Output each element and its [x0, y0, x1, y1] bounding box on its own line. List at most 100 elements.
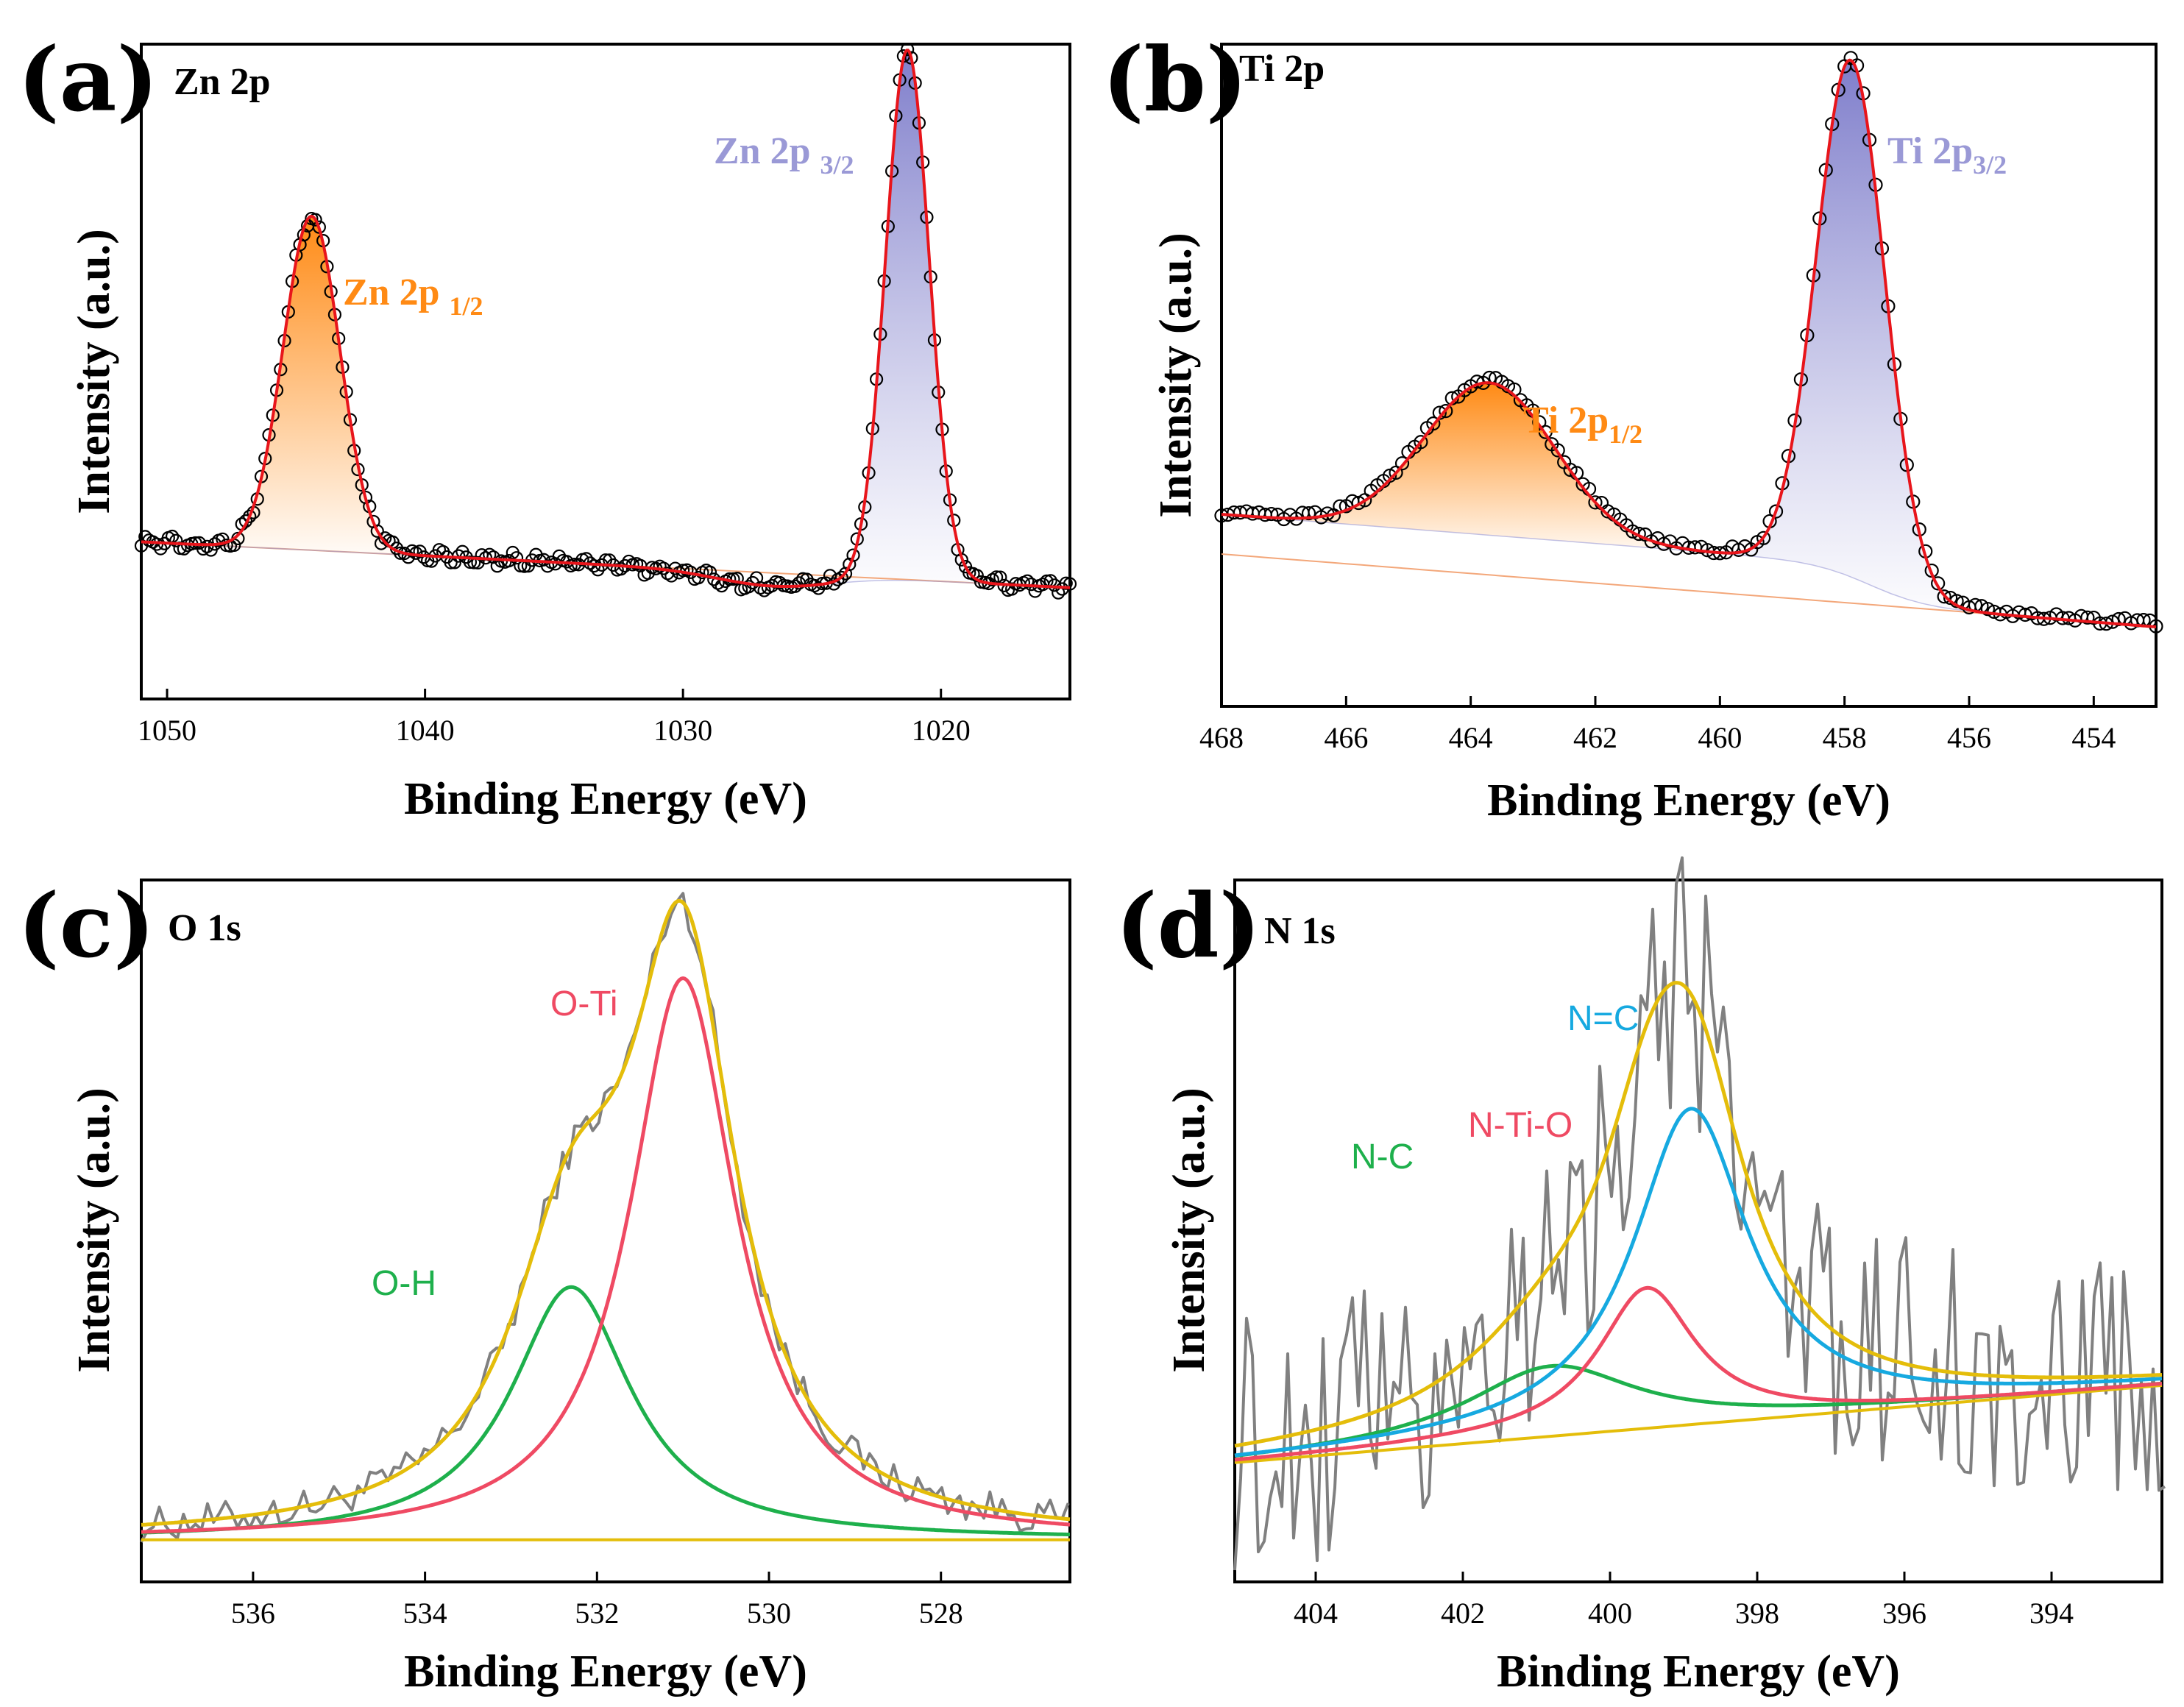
envelope-d [1234, 981, 2163, 1448]
component-c-O-Ti [141, 976, 1071, 1534]
panel-d-tick-label: 394 [2029, 1597, 2074, 1630]
peak-label-zn-2p-3-2: Zn 2p 3/2 [714, 130, 854, 180]
panel-a-tick-label: 1050 [138, 714, 196, 747]
data-point [1538, 425, 1553, 439]
baseline-d [1234, 1383, 2163, 1464]
raw-data-d [1233, 856, 2166, 1571]
envelope-c [141, 898, 1071, 1527]
panel-b-xlabel: Binding Energy (eV) [1487, 776, 1890, 826]
panel-d-letter: (d) [1116, 874, 1261, 978]
panel-a-frame [140, 43, 1071, 700]
data-point [1931, 576, 1946, 591]
panel-b-tick-label: 466 [1324, 721, 1368, 754]
panel-b-frame [1220, 43, 2158, 708]
panel-b-tick-label: 468 [1199, 721, 1244, 754]
panel-b-plot: 468 466 464 462 460 458 456 454 [1199, 51, 2163, 754]
component-d-N=C [1234, 1107, 2163, 1458]
peak-area-b-0 [1227, 383, 1751, 556]
fit-curve-b [1221, 58, 2157, 628]
data-point [1439, 404, 1453, 419]
data-point [370, 524, 384, 538]
data-point [308, 213, 322, 227]
data-point [200, 539, 214, 553]
data-point [1301, 505, 1316, 521]
panel-b: (b) Ti 2p 468 466 464 462 460 458 456 454 Ti 2p… [1102, 28, 2163, 826]
data-point [985, 572, 999, 587]
component-label-o-ti: O-Ti [550, 984, 618, 1023]
data-point [773, 575, 787, 590]
data-point [843, 557, 857, 572]
panel-a-plot: 1050 1040 1030 1020 [134, 43, 1077, 747]
data-point [1394, 456, 1410, 471]
panel-b-tick-label: 456 [1947, 721, 1991, 754]
panel-a-tick-label: 1020 [912, 714, 971, 747]
panel-b-ylabel: Intensity (a.u.) [1151, 233, 1201, 518]
panel-c-tick-label: 534 [403, 1597, 447, 1630]
panel-d-tick-label: 398 [1735, 1597, 1779, 1630]
panel-b-tick-label: 454 [2071, 721, 2116, 754]
fit-curve-a [141, 49, 1071, 589]
panel-b-tick-label: 462 [1573, 721, 1617, 754]
panel-a-tick-label: 1030 [653, 714, 712, 747]
panel-a-ylabel: Intensity (a.u.) [69, 229, 119, 514]
data-point [509, 551, 524, 565]
component-d-N-Ti-O [1234, 1285, 2163, 1462]
panel-c-letter: (c) [18, 874, 155, 978]
peak-label-ti-2p-3-2: Ti 2p3/2 [1887, 130, 2007, 180]
data-point [1532, 415, 1547, 430]
data-point [1426, 416, 1441, 431]
data-point [1264, 506, 1279, 522]
peak-label-zn-2p-1-2: Zn 2p 1/2 [343, 272, 483, 321]
panel-c-xlabel: Binding Energy (eV) [404, 1647, 807, 1697]
data-point [1550, 443, 1565, 458]
panel-d-tick-label: 396 [1882, 1597, 1926, 1630]
data-point [1980, 602, 1995, 617]
panel-d-xlabel: Binding Energy (eV) [1497, 1647, 1900, 1697]
raw-data-c [140, 892, 1070, 1543]
component-label-n-ti-o: N-Ti-O [1468, 1106, 1573, 1145]
data-point [1414, 435, 1428, 450]
data-point [1756, 530, 1771, 545]
peak-area-a-0 [198, 216, 425, 556]
panel-c-plot: 536 534 532 530 528 [140, 892, 1071, 1630]
panel-c-tick-label: 528 [919, 1597, 963, 1630]
peak-label-ti-2p-1-2: Ti 2p1/2 [1523, 400, 1642, 449]
panel-d-frame [1233, 879, 2163, 1583]
panel-d-tick-label: 404 [1294, 1597, 1338, 1630]
panel-c: (c) O 1s 536 534 532 530 528 O-Ti O-H Bindin… [18, 874, 1071, 1697]
panel-b-tick-label: 460 [1698, 721, 1742, 754]
peak-area-b-1 [1713, 60, 1988, 614]
panel-c-tick-label: 536 [231, 1597, 275, 1630]
panel-a-letter: (a) [18, 28, 158, 132]
component-label-n-c: N-C [1351, 1138, 1414, 1177]
data-point [486, 550, 500, 564]
panel-c-ylabel: Intensity (a.u.) [69, 1087, 119, 1373]
component-label-o-h: O-H [372, 1264, 436, 1303]
panel-b-tick-label: 458 [1823, 721, 1867, 754]
panel-c-tick-label: 532 [575, 1597, 619, 1630]
panel-d-title: N 1s [1264, 910, 1336, 952]
panel-a: (a) Zn 2p 1050 1040 1030 1020 Zn 2p 1/2 Zn … [18, 28, 1077, 824]
data-point [614, 562, 628, 576]
data-point [1351, 495, 1366, 511]
panel-d-tick-label: 400 [1588, 1597, 1632, 1630]
data-point [1937, 589, 1951, 604]
peak-area-a-1 [820, 50, 996, 585]
data-point [243, 509, 257, 523]
panel-b-title: Ti 2p [1239, 48, 1325, 90]
data-point [2080, 610, 2095, 625]
panel-c-title: O 1s [168, 907, 241, 949]
panel-a-tick-label: 1040 [396, 714, 455, 747]
data-point [846, 548, 860, 562]
panel-a-title: Zn 2p [174, 61, 271, 103]
component-c-O-H [141, 1285, 1070, 1536]
data-point [1063, 577, 1077, 591]
data-point [467, 556, 481, 569]
data-point [169, 533, 183, 547]
panel-c-frame [140, 879, 1071, 1583]
data-point [541, 559, 555, 573]
panel-d-plot: 404 402 400 398 396 394 [1233, 856, 2166, 1630]
data-point [901, 43, 915, 57]
data-point [1768, 504, 1784, 519]
